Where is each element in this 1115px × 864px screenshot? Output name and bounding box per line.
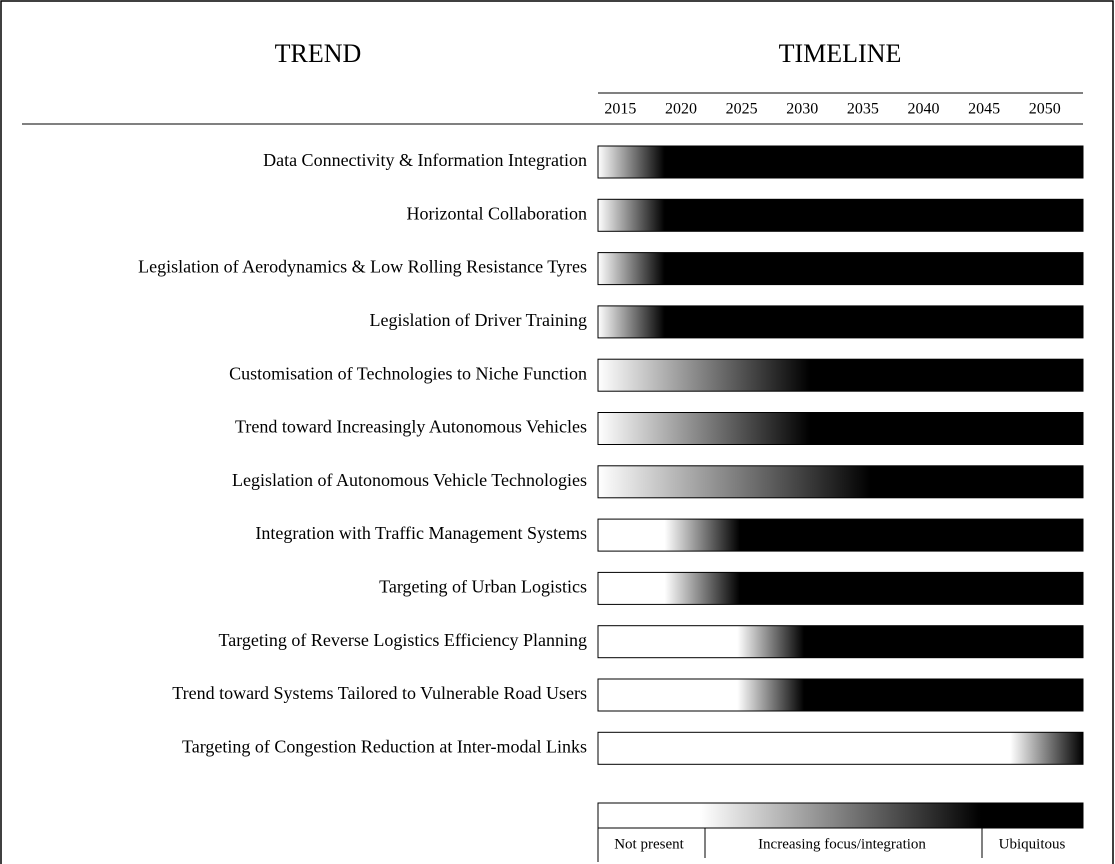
trend-bar [597, 518, 1084, 552]
legend-bar [597, 802, 1084, 829]
trend-header: TREND [275, 39, 362, 68]
year-label: 2025 [726, 101, 758, 118]
trend-label: Targeting of Congestion Reduction at Int… [182, 736, 587, 756]
year-label: 2030 [786, 101, 818, 118]
trend-label: Integration with Traffic Management Syst… [255, 523, 587, 543]
trend-label: Trend toward Increasingly Autonomous Veh… [235, 417, 587, 437]
trend-bar [597, 678, 1084, 712]
trend-bar [597, 731, 1084, 765]
trend-bar [597, 465, 1084, 499]
trend-label: Targeting of Reverse Logistics Efficienc… [219, 630, 587, 650]
trend-bar [597, 305, 1084, 339]
legend-label: Ubiquitous [999, 836, 1066, 852]
year-label: 2040 [907, 101, 939, 118]
year-label: 2050 [1029, 101, 1061, 118]
trend-label: Legislation of Aerodynamics & Low Rollin… [138, 257, 587, 277]
trend-bar [597, 625, 1084, 659]
year-label: 2035 [847, 101, 879, 118]
year-label: 2045 [968, 101, 1000, 118]
trend-label: Horizontal Collaboration [407, 203, 587, 223]
trend-label: Customisation of Technologies to Niche F… [229, 363, 587, 383]
legend-label: Increasing focus/integration [758, 836, 926, 852]
trend-bar [597, 412, 1084, 445]
year-label: 2015 [604, 101, 636, 118]
trend-label: Targeting of Urban Logistics [379, 577, 587, 597]
year-label: 2020 [665, 101, 697, 118]
trend-label: Data Connectivity & Information Integrat… [263, 150, 587, 170]
trend-bar [597, 252, 1084, 286]
legend-label: Not present [614, 836, 684, 852]
trend-bar [597, 571, 1084, 605]
trend-label: Legislation of Autonomous Vehicle Techno… [232, 470, 587, 490]
trend-bar [597, 358, 1084, 392]
timeline-header: TIMELINE [779, 39, 902, 68]
trend-label: Trend toward Systems Tailored to Vulnera… [172, 683, 587, 703]
trend-label: Legislation of Driver Training [370, 310, 587, 330]
trend-bar [597, 145, 1084, 179]
trend-bar [597, 198, 1084, 232]
